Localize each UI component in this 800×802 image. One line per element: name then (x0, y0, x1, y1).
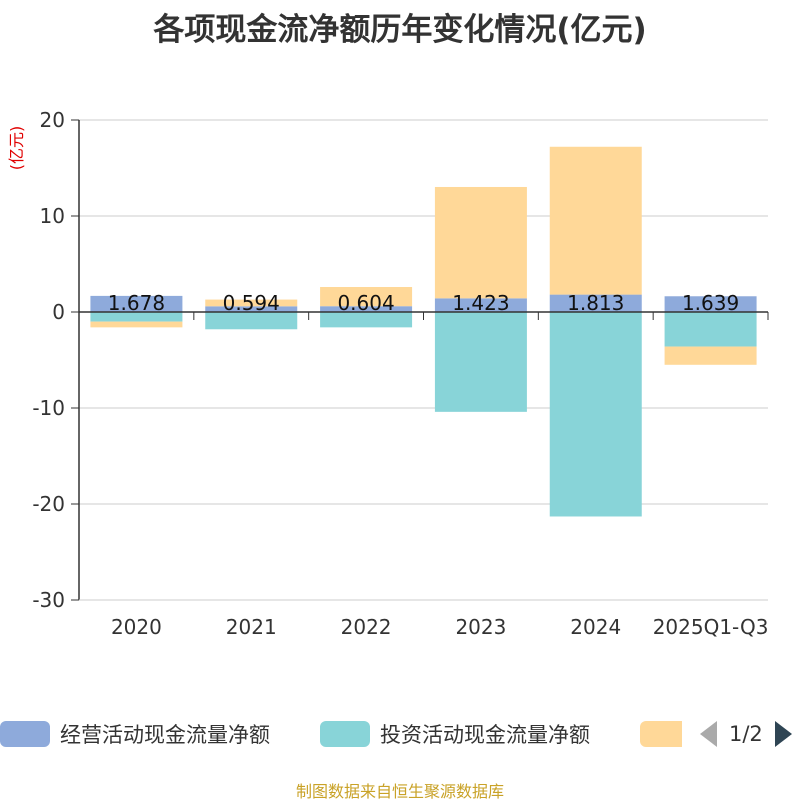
data-label: 0.604 (337, 291, 394, 315)
bar-segment (664, 312, 757, 347)
data-label: 0.594 (223, 291, 280, 315)
y-tick-label: -20 (32, 492, 65, 516)
data-label: 1.423 (452, 291, 509, 315)
axes: 20 10 0 -10 -20 -30 2020 2021 2022 2023 2024 2025Q1… (32, 108, 769, 639)
x-tick-label: 2023 (455, 615, 506, 639)
data-label: 1.639 (682, 291, 739, 315)
legend-label-investing: 投资活动现金流量净额 (380, 723, 590, 747)
bar-segment (664, 346, 757, 365)
x-tick-label: 2024 (570, 615, 621, 639)
bar-segment (434, 298, 527, 312)
y-tick-label: 0 (52, 300, 65, 324)
bar-segment (90, 312, 183, 322)
bar-segment (434, 312, 527, 412)
bar-segment (90, 321, 183, 328)
legend-item-financing[interactable] (640, 716, 682, 752)
legend-pager: 1/2 (700, 716, 792, 752)
bar-segment (549, 294, 642, 312)
x-tick-label: 2025Q1-Q3 (653, 615, 769, 639)
y-tick-label: 20 (40, 108, 65, 132)
legend-label-operating: 经营活动现金流量净额 (60, 723, 270, 747)
bar-segment (664, 296, 757, 312)
legend-swatch-operating (0, 721, 50, 747)
bar-segment (320, 287, 413, 307)
y-tick-label: 10 (40, 204, 65, 228)
x-tick-label: 2022 (341, 615, 392, 639)
legend-item-investing[interactable]: 投资活动现金流量净额 (320, 716, 590, 752)
bars (90, 146, 757, 517)
y-axis-label: (亿元) (7, 126, 26, 171)
legend: 经营活动现金流量净额 投资活动现金流量净额 1/2 (0, 716, 800, 756)
data-label: 1.813 (567, 291, 624, 315)
data-labels: 1.678 0.594 0.604 1.423 1.813 1.639 (108, 291, 739, 315)
bar-segment (205, 306, 298, 312)
legend-next-icon[interactable] (774, 721, 792, 747)
bar-segment (205, 312, 298, 330)
bar-segment (320, 306, 413, 312)
x-tick-label: 2021 (226, 615, 277, 639)
grid-lines (79, 119, 768, 601)
legend-prev-icon[interactable] (700, 721, 717, 747)
bar-segment (549, 312, 642, 517)
bar-segment (434, 186, 527, 299)
y-tick-label: -10 (32, 396, 65, 420)
legend-swatch-investing (320, 721, 370, 747)
x-tick-label: 2020 (111, 615, 162, 639)
y-tick-label: -30 (32, 588, 65, 612)
legend-item-operating[interactable]: 经营活动现金流量净额 (0, 716, 270, 752)
chart-area: 20 10 0 -10 -20 -30 2020 2021 2022 2023 2024 2025Q1… (7, 108, 769, 639)
legend-swatch-financing (640, 721, 682, 747)
bar-segment (205, 299, 298, 307)
bar-segment (320, 312, 413, 328)
bar-segment (90, 295, 183, 312)
chart-title: 各项现金流净额历年变化情况(亿元) (153, 12, 647, 48)
legend-page-indicator: 1/2 (729, 722, 763, 746)
data-source-note: 制图数据来自恒生聚源数据库 (295, 782, 504, 801)
data-label: 1.678 (108, 291, 165, 315)
bar-segment (549, 146, 642, 295)
